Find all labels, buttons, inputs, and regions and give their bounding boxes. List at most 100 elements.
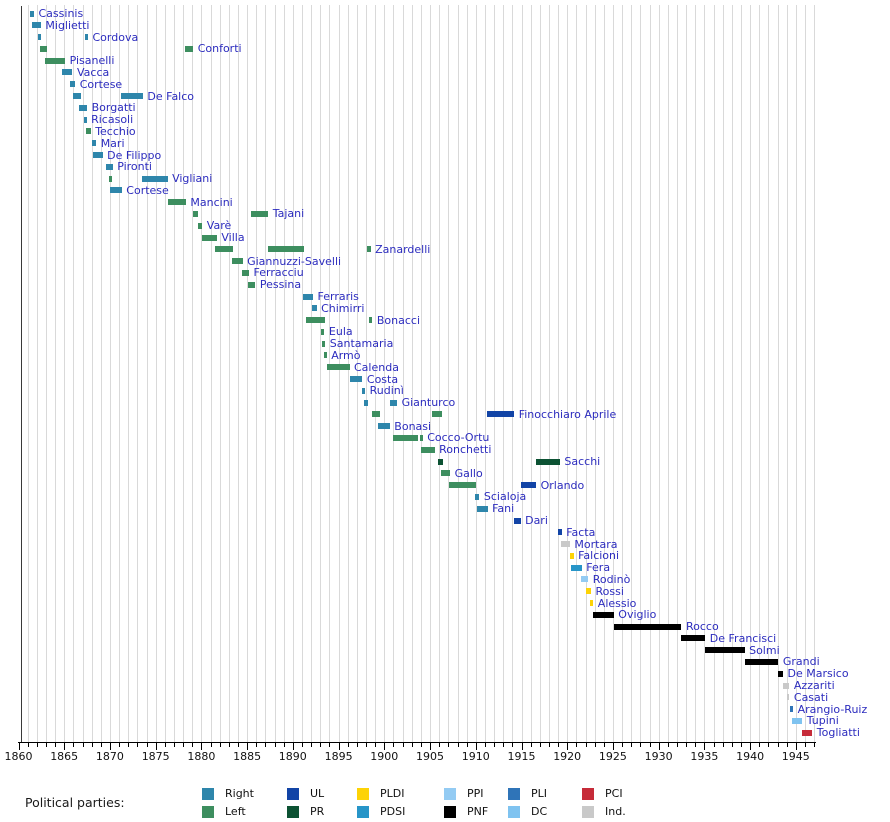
term-bar [570,564,582,571]
minister-label[interactable]: Alessio [597,596,637,610]
minister-label[interactable]: Pessina [259,278,302,292]
minister-label[interactable]: Facta [566,525,596,539]
minister-label[interactable]: Sacchi [564,455,601,468]
legend-item-label: PNF [467,805,489,818]
term-bar [109,175,112,182]
minister-label[interactable]: Cocco-Ortu [427,431,490,445]
term-bar [268,246,304,253]
legend-item-label: DC [531,805,548,818]
minister-label[interactable]: Pisanelli [69,54,115,68]
minister-label[interactable]: Eula [328,325,353,339]
year-gridline [155,5,157,742]
minor-tick [548,743,550,747]
minister-label[interactable]: Mari [100,136,125,150]
minister-label[interactable]: Gianturco [401,396,456,410]
minister-label[interactable]: Armò [331,348,361,362]
minister-label[interactable]: Santamaria [329,337,394,351]
minister-label[interactable]: Pironti [117,160,152,174]
minister-label[interactable]: Azzariti [793,679,835,692]
minister-label[interactable]: Togliatti [816,726,860,740]
term-bar [449,482,476,489]
minister-label[interactable]: Giannuzzi-Savelli [247,254,342,268]
minister-label[interactable]: Costa [366,372,399,386]
minister-label[interactable]: Tecchio [95,124,136,138]
minister-label[interactable]: Mortara [574,537,618,551]
minor-tick [210,743,212,747]
minister-label[interactable]: Rocco [686,620,719,634]
minister-label[interactable]: Bonacci [376,313,421,327]
term-bar [744,658,779,665]
minister-label[interactable]: Zanardelli [375,242,431,256]
year-gridline [119,5,121,742]
minister-label[interactable]: Miglietti [45,18,90,32]
year-gridline [238,5,239,742]
minister-label[interactable]: Ferracciu [253,266,304,280]
minister-label[interactable]: Conforti [197,42,242,56]
term-bar [193,210,198,217]
term-bar [420,446,435,453]
minister-label[interactable]: Vacca [77,65,110,79]
legend-item-label: PCI [605,787,623,800]
minister-label[interactable]: Fera [586,561,611,575]
minister-label[interactable]: De Francisci [709,631,777,645]
minister-label[interactable]: Orlando [540,478,585,492]
minister-label[interactable]: Cortese [126,183,169,197]
minister-label[interactable]: Ricasoli [91,113,134,127]
minister-label[interactable]: Tajani [272,207,305,221]
minister-label[interactable]: Rodinò [592,572,631,586]
minister-label[interactable]: Bonasi [394,419,432,433]
minor-tick [457,743,459,747]
major-tick [795,743,797,750]
minister-label[interactable]: De Falco [147,89,195,103]
minister-label[interactable]: De Filippo [107,148,162,162]
minister-label[interactable]: Casati [793,690,829,704]
year-gridline [503,5,505,742]
minister-label[interactable]: Scialoja [483,490,527,504]
minister-label[interactable]: Gallo [454,466,483,480]
minister-label[interactable]: Dari [525,514,548,527]
minister-label[interactable]: Varè [206,219,232,233]
minister-label[interactable]: Finocchiaro Aprile [518,407,617,421]
minister-label[interactable]: Villa [221,231,245,244]
year-gridline [265,5,267,742]
term-bar [91,140,97,147]
minister-label[interactable]: Cordova [92,30,139,44]
minister-label[interactable]: Mancini [190,195,233,209]
minister-label[interactable]: Ferraris [317,290,359,303]
x-axis-line [18,742,816,743]
minister-label[interactable]: Calenda [354,360,399,374]
minister-label[interactable]: Chimirri [321,301,365,315]
minister-label[interactable]: Rossi [595,584,624,598]
year-gridline [750,5,752,742]
legend-item-label: PLDI [380,787,405,800]
minister-label[interactable]: Oviglio [618,608,657,622]
minor-tick [594,743,596,747]
year-gridline [320,5,322,742]
minister-label[interactable]: Arangio-Ruiz [797,702,868,716]
minister-label[interactable]: Solmi [749,643,780,657]
legend-item-label: PR [310,805,325,818]
year-gridline [649,5,651,742]
minister-label[interactable]: Vigliani [172,172,213,186]
year-gridline [759,5,761,742]
year-gridline [64,5,66,742]
minister-label[interactable]: Ronchetti [439,443,492,457]
minister-label[interactable]: Falcioni [578,549,620,563]
term-bar [30,10,35,17]
term-bar [790,706,793,713]
axis-tick-label: 1870 [95,750,124,763]
minister-label[interactable]: Fani [492,502,515,516]
minister-label[interactable]: Grandi [782,655,820,669]
minister-label[interactable]: Cassinis [38,7,84,20]
minister-label[interactable]: Tupini [806,714,839,728]
term-bar [167,199,186,206]
minister-label[interactable]: Borgatti [91,101,136,115]
term-bar [802,729,813,736]
minor-tick [622,743,624,747]
year-gridline [430,5,431,742]
minister-label[interactable]: Rudinì [369,384,404,398]
major-tick [750,743,752,750]
minister-label[interactable]: Cortese [79,77,123,91]
term-bar [302,293,313,300]
minister-label[interactable]: De Marsico [787,667,849,681]
